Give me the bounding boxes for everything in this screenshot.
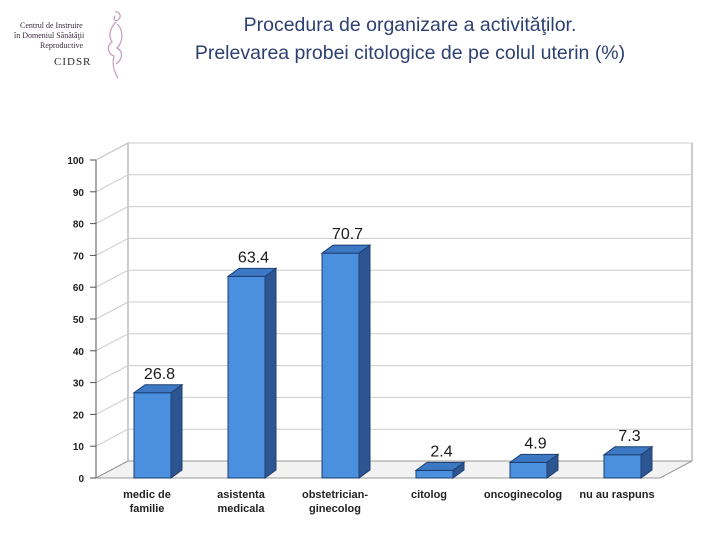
y-tick-label: 40 [73,347,85,358]
gridline-side [95,174,129,193]
y-tick-label: 100 [67,156,84,167]
gridline-side [95,206,129,225]
bar [603,454,642,479]
chart-title-line-1: Procedura de organizare a activităţilor. [243,14,577,36]
bar [415,469,454,479]
x-tick-label: obstetrician- [302,489,368,501]
logo-text-line-1: Centrul de Instruire [20,21,83,30]
bar-top [602,446,654,456]
bar [227,275,266,479]
gridline-side [95,428,129,447]
x-tick-label: citolog [411,489,447,501]
logo-text-line-3: Reproductive [40,41,84,50]
data-label: 4.9 [524,435,546,452]
gridline-side [95,142,129,161]
gridline-side [95,396,129,415]
bar-top [320,244,372,254]
y-tick-label: 0 [78,474,84,485]
bar-side [358,244,371,479]
y-tick-label: 60 [73,283,85,294]
data-label: 7.3 [618,428,640,445]
y-tick-label: 10 [73,442,85,453]
x-tick-label: oncoginecolog [484,489,562,501]
chart-title-line-2: Prelevarea probei citologice de pe colul… [194,42,626,64]
bar-top [132,384,184,394]
chart-floor [95,460,693,479]
y-tick-label: 80 [73,220,85,231]
x-tick-label: asistenta [217,489,266,501]
data-label: 63.4 [238,249,269,266]
bar-top [508,453,560,463]
x-tick-label: nu au raspuns [579,489,654,501]
logo-text-line-2: în Domeniul Sănătăţii [14,31,85,40]
gridline-side [95,237,129,256]
x-tick-label: ginecolog [309,503,361,515]
bar [321,252,360,479]
pregnant-figure-icon [107,11,123,79]
y-tick-label: 30 [73,379,85,390]
logo: Centrul de Instruire în Domeniul Sănătăţ… [10,8,128,79]
gridline-side [95,365,129,384]
data-label: 70.7 [332,226,363,243]
data-label: 2.4 [430,443,452,460]
bar [509,461,548,479]
bar [133,392,172,479]
gridline-side [95,333,129,352]
bar-side [264,267,277,479]
bar-top [226,267,278,277]
gridline-side [95,269,129,288]
x-tick-label: medicala [217,503,265,515]
y-tick-label: 90 [73,188,85,199]
x-tick-label: familie [130,503,165,515]
bar-side [170,383,183,479]
x-tick-label: medic de [123,489,171,501]
y-tick-label: 70 [73,251,85,262]
bar-chart: 0 10 20 30 40 50 60 70 80 90 100 26.8 medic de famili… [67,142,693,515]
y-tick-label: 50 [73,315,85,326]
bar-top [414,461,466,471]
y-tick-label: 20 [73,410,85,421]
gridline-side [95,301,129,320]
logo-acronym: CIDSR [54,56,92,68]
data-label: 26.8 [144,366,175,383]
